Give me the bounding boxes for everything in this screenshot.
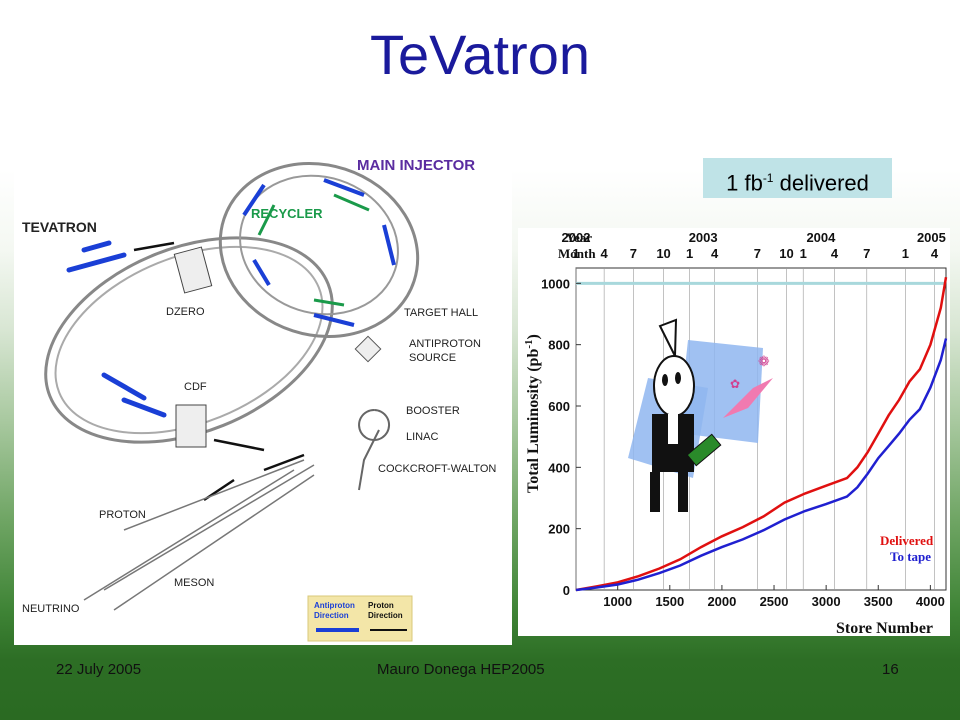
legend-antiproton-1: Antiproton — [314, 601, 355, 610]
y-tick-label: 400 — [548, 460, 570, 475]
cdf-detector — [175, 404, 207, 448]
dzero-label: DZERO — [166, 306, 205, 318]
x-tick-label: 1500 — [655, 594, 684, 609]
dzero-detector — [173, 246, 213, 294]
slide-title: TeVatron — [370, 23, 590, 86]
footer-author: Mauro Donega HEP2005 — [377, 661, 545, 678]
footer-date: 22 July 2005 — [56, 661, 142, 678]
target-hall-label: TARGET HALL — [404, 307, 478, 319]
svg-text:✿: ✿ — [730, 377, 740, 391]
x-tick-label: 3500 — [864, 594, 893, 609]
month-label: 10 — [656, 246, 670, 261]
month-label: 7 — [863, 246, 870, 261]
legend-proton-1: Proton — [368, 601, 394, 610]
month-label: 1 — [572, 246, 579, 261]
month-label: 4 — [711, 246, 719, 261]
month-label: 1 — [686, 246, 693, 261]
x-tick-label: 4000 — [916, 594, 945, 609]
year-label: 2004 — [806, 230, 836, 245]
antiproton-source-label-2: SOURCE — [409, 352, 456, 364]
badge-prefix: 1 fb — [726, 170, 763, 196]
recycler-ring — [239, 174, 399, 316]
month-label: 7 — [630, 246, 637, 261]
x-tick-label: 2000 — [707, 594, 736, 609]
tevatron-label: TEVATRON — [22, 219, 97, 235]
delivered-badge: 1 fb-1 delivered — [703, 158, 892, 198]
booster-ring — [358, 409, 390, 441]
legend-antiproton-2: Direction — [314, 611, 349, 620]
year-label: 2003 — [689, 230, 718, 245]
date-labels: 2002 2003 2004 2005 1 4 7 10 1 4 7 10 1 4 7 1 4 — [562, 230, 946, 261]
series-line-delivered — [575, 276, 948, 592]
antiproton-source-label-1: ANTIPROTON — [409, 338, 481, 350]
recycler-label: RECYCLER — [251, 206, 323, 221]
antiproton-source — [354, 335, 382, 363]
month-label: 4 — [601, 246, 609, 261]
y-axis-label: Total Luminosity (pb-1) — [523, 334, 542, 493]
proton-label: PROTON — [99, 509, 146, 521]
x-tick-label: 1000 — [603, 594, 632, 609]
proton-arrows — [133, 241, 305, 502]
legend-proton-2: Direction — [368, 611, 403, 620]
series-line-to-tape — [575, 338, 948, 592]
y-tick-label: 600 — [548, 399, 570, 414]
legend-to-tape: To tape — [890, 549, 931, 564]
linac-label: LINAC — [406, 431, 438, 443]
recycler-green-arrows — [257, 193, 370, 307]
antiproton-arrows — [66, 240, 167, 418]
y-tick-label: 800 — [548, 338, 570, 353]
tevatron-ring-inner — [54, 245, 324, 435]
tick-labels: 0 200 400 600 800 1000 1000 1500 2000 2500 3000 350… — [541, 276, 945, 609]
month-row-label: Month — [558, 246, 596, 261]
celebration-cartoon: ❁ ✿ — [628, 318, 773, 512]
neutrino-label: NEUTRINO — [22, 603, 80, 615]
month-label: 4 — [931, 246, 939, 261]
svg-text:❁: ❁ — [758, 353, 770, 369]
month-label: 7 — [754, 246, 761, 261]
year-row-label: Year — [566, 230, 592, 245]
x-tick-label: 2500 — [760, 594, 789, 609]
badge-suffix: delivered — [773, 170, 869, 196]
legend-delivered: Delivered — [880, 533, 934, 548]
y-tick-label: 1000 — [541, 276, 570, 291]
linac-line — [358, 429, 380, 491]
series-lines — [575, 276, 948, 592]
meson-label: MESON — [174, 577, 214, 589]
month-label: 10 — [779, 246, 793, 261]
beamlines — [83, 459, 315, 611]
injector-antiproton-arrows — [242, 178, 396, 327]
x-tick-label: 3000 — [812, 594, 841, 609]
tevatron-ring — [44, 236, 334, 444]
direction-legend: Antiproton Direction Proton Direction — [307, 595, 413, 642]
accelerator-diagram: MAIN INJECTOR RECYCLER TEVATRON DZERO CD… — [14, 140, 512, 645]
main-injector-ring — [218, 161, 420, 339]
main-injector-label: MAIN INJECTOR — [357, 157, 475, 174]
y-tick-label: 0 — [563, 583, 570, 598]
month-label: 4 — [831, 246, 839, 261]
footer-page-number: 16 — [882, 661, 899, 678]
booster-label: BOOSTER — [406, 405, 460, 417]
cockcroft-walton-label: COCKCROFT-WALTON — [378, 463, 496, 475]
year-label: 2005 — [917, 230, 946, 245]
luminosity-plot: Year Month 0 200 400 600 800 1000 1000 1500 2000… — [518, 228, 950, 637]
cdf-label: CDF — [184, 381, 207, 393]
month-label: 1 — [902, 246, 909, 261]
x-axis-label: Store Number — [836, 620, 933, 636]
year-label: 2002 — [562, 230, 591, 245]
y-tick-label: 200 — [548, 522, 570, 537]
badge-superscript: -1 — [762, 171, 774, 185]
month-label: 1 — [800, 246, 807, 261]
